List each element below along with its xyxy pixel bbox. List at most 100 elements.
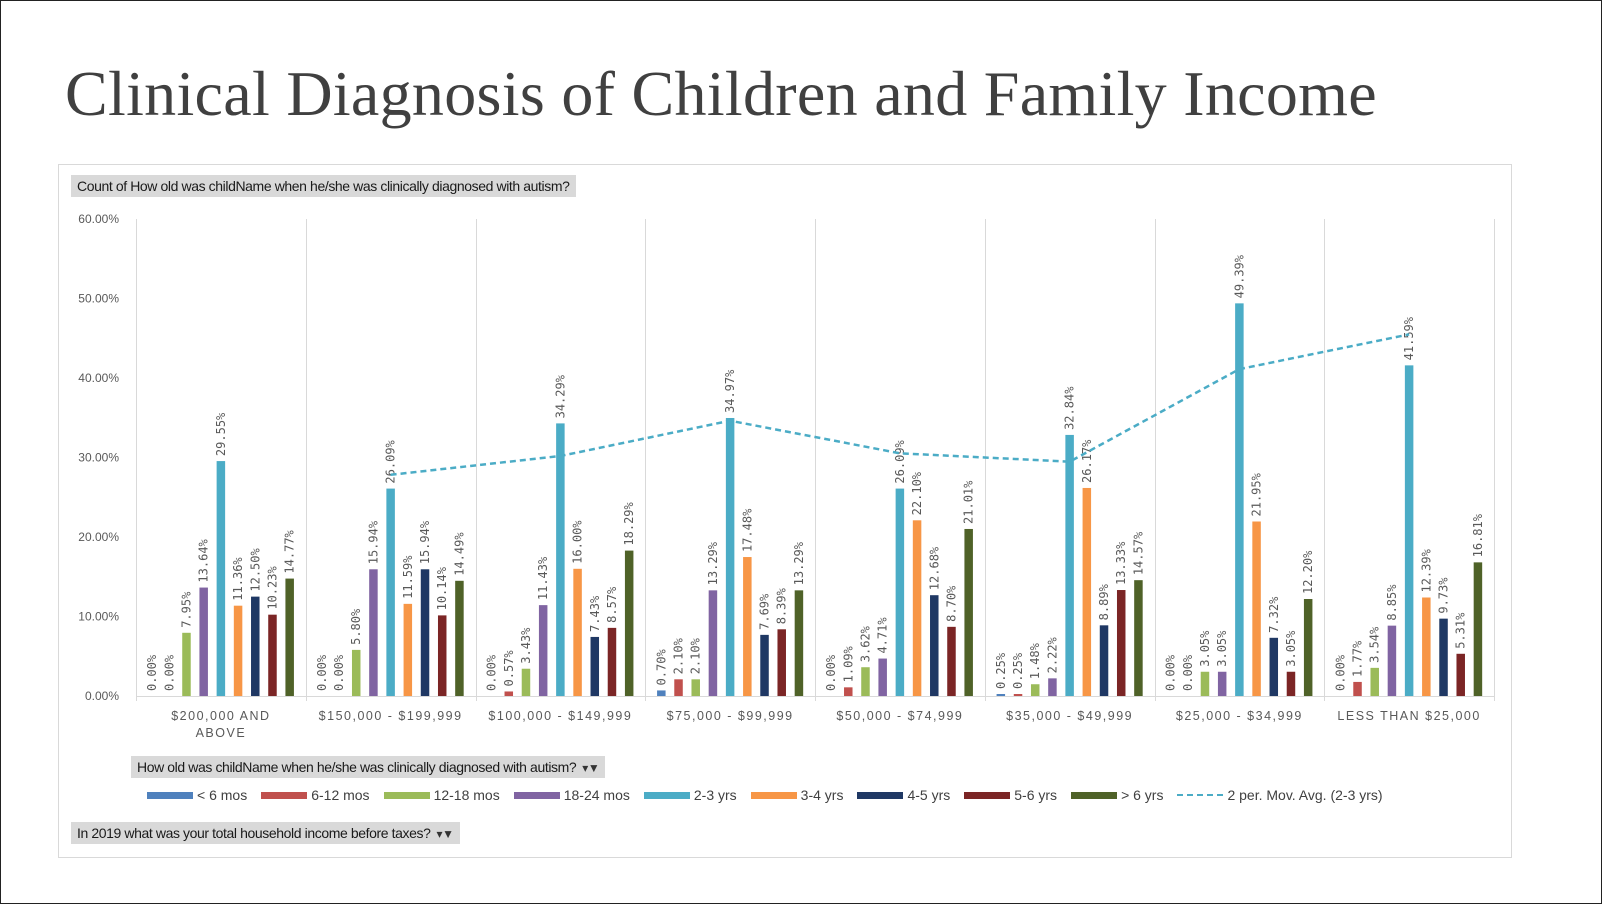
chart-legend: < 6 mos 6-12 mos 12-18 mos 18-24 mos 2-3 yrs… <box>147 785 1383 805</box>
data-label: 13.33% <box>1114 541 1128 585</box>
values-field-button[interactable]: Count of How old was childName when he/s… <box>71 175 576 197</box>
data-label: 1.48% <box>1028 642 1042 679</box>
data-label: 8.89% <box>1097 583 1111 620</box>
bar <box>1387 625 1397 696</box>
data-label: 3.62% <box>858 625 872 662</box>
data-label: 7.95% <box>179 591 193 628</box>
data-label: 3.43% <box>519 627 533 664</box>
data-label: 1.77% <box>1351 640 1365 677</box>
legend-label: 2-3 yrs <box>693 787 737 803</box>
bar <box>794 590 804 696</box>
data-label: 11.36% <box>231 557 245 601</box>
bar <box>964 528 973 696</box>
bar <box>1030 684 1040 696</box>
bar <box>844 687 853 696</box>
bar <box>351 649 361 696</box>
bar <box>251 596 260 696</box>
data-label: 2.10% <box>672 637 686 674</box>
bar <box>657 690 666 696</box>
data-label: 8.39% <box>775 587 789 624</box>
data-label: 17.48% <box>740 508 754 552</box>
legend-label: 18-24 mos <box>563 787 630 803</box>
bar <box>521 668 531 696</box>
data-label: 15.94% <box>418 520 432 564</box>
bar <box>285 578 294 696</box>
bar <box>760 634 769 696</box>
filter-dropdown-icon[interactable]: ▾▼ <box>582 761 600 775</box>
data-label: 10.14% <box>435 566 449 610</box>
legend-swatch <box>857 791 904 799</box>
bar <box>369 569 378 696</box>
data-label: 0.25% <box>1011 652 1025 689</box>
data-label: 32.84% <box>1063 386 1077 430</box>
pivot-chart[interactable]: Count of How old was childName when he/s… <box>58 164 1512 858</box>
bar <box>1082 487 1092 696</box>
bar <box>504 691 514 696</box>
data-label: 7.32% <box>1267 596 1281 633</box>
legend-item: 18-24 mos <box>513 787 630 803</box>
data-label: 0.00% <box>315 654 329 691</box>
bar <box>1235 303 1244 696</box>
data-label: 11.59% <box>401 555 415 599</box>
legend-label: 4-5 yrs <box>907 787 951 803</box>
bar <box>743 557 752 696</box>
data-label: 0.00% <box>162 654 176 691</box>
data-label: 16.00% <box>571 520 585 564</box>
bar <box>1065 434 1074 696</box>
data-label: 4.71% <box>876 617 890 654</box>
bar <box>1013 694 1023 696</box>
x-category-label: $25,000 - $34,999 <box>1176 709 1303 723</box>
y-tick-label: 10.00% <box>78 610 119 624</box>
bar <box>573 568 582 696</box>
legend-field-button[interactable]: How old was childName when he/she was cl… <box>131 756 606 778</box>
bar <box>1200 671 1210 696</box>
bar <box>607 627 617 696</box>
data-label: 21.01% <box>962 480 976 524</box>
data-label: 0.00% <box>145 654 159 691</box>
y-tick-label: 40.00% <box>78 371 119 385</box>
data-label: 7.69% <box>758 593 772 630</box>
filter-dropdown-icon[interactable]: ▾▼ <box>436 827 454 841</box>
bar <box>403 603 413 696</box>
x-category-label: LESS THAN $25,000 <box>1337 709 1480 723</box>
data-label: 0.00% <box>485 654 499 691</box>
data-label: 0.57% <box>502 650 516 687</box>
moving-average-trendline <box>390 333 1410 477</box>
legend-item: 4-5 yrs <box>857 787 950 803</box>
bar <box>455 580 464 696</box>
data-label: 12.50% <box>248 548 262 592</box>
bar <box>1116 590 1126 696</box>
data-label: 18.29% <box>622 501 636 545</box>
bar <box>947 626 956 696</box>
legend-label: 6-12 mos <box>311 787 370 803</box>
bar <box>1422 597 1431 696</box>
data-label: 10.23% <box>265 566 279 610</box>
data-label: 3.05% <box>1198 630 1212 667</box>
bar <box>420 569 430 696</box>
data-label: 13.29% <box>706 541 720 585</box>
bar <box>912 520 922 696</box>
data-label: 0.00% <box>1333 654 1347 691</box>
legend-swatch <box>147 791 193 799</box>
y-tick-label: 60.00% <box>78 212 119 226</box>
bar <box>1048 678 1057 696</box>
legend-field-label: How old was childName when he/she was cl… <box>137 759 577 775</box>
bar <box>233 605 243 696</box>
axis-field-button[interactable]: In 2019 what was your total household in… <box>71 822 460 844</box>
bar <box>216 461 226 696</box>
data-label: 29.55% <box>214 412 228 456</box>
y-tick-label: 20.00% <box>78 530 119 544</box>
bar <box>708 590 718 696</box>
data-label: 5.80% <box>349 608 363 645</box>
bar <box>590 636 600 696</box>
data-label: 2.22% <box>1045 636 1059 673</box>
data-label: 21.95% <box>1250 472 1264 516</box>
legend-label: 12-18 mos <box>433 787 500 803</box>
legend-label: 3-4 yrs <box>800 787 844 803</box>
bar <box>1404 365 1414 696</box>
x-category-label: ABOVE <box>196 726 247 740</box>
legend-item: 5-6 yrs <box>964 787 1057 803</box>
bar <box>1134 580 1143 696</box>
bar <box>996 694 1006 696</box>
